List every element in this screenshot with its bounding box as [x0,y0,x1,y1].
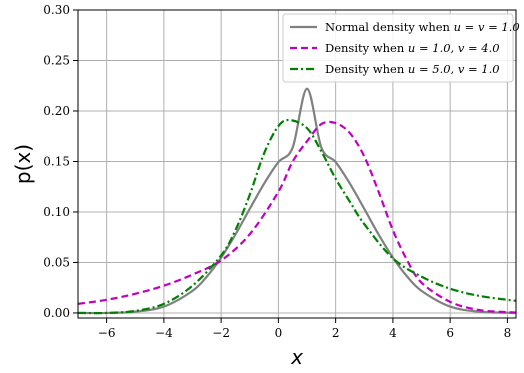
series-line-3 [78,118,516,315]
x-axis-label: x [290,345,303,369]
y-tick-label: 0.25 [43,53,70,67]
series-line-1 [78,87,516,315]
x-tick-label: 0 [275,326,283,340]
legend-label: Density when u = 5.0, v = 1.0 [325,62,500,76]
y-tick-label: 0.30 [43,3,70,17]
series-line-2 [78,120,516,314]
legend-label: Normal density when u = v = 1.0 [325,20,520,34]
plot-frame [77,9,517,319]
x-axis-ticks: −6 −4 −2 0 2 4 6 8 [98,318,511,340]
y-axis-label: p(x) [11,144,35,184]
legend-box [282,13,514,83]
legend: Normal density when u = v = 1.0 Density w… [282,13,520,83]
x-tick-label: −6 [98,326,116,340]
y-tick-label: 0.20 [43,104,70,118]
x-tick-label: 2 [332,326,340,340]
x-tick-label: 6 [446,326,454,340]
legend-label: Density when u = 1.0, v = 4.0 [325,41,500,55]
y-tick-label: 0.00 [43,306,70,320]
x-tick-label: −4 [155,326,173,340]
y-tick-label: 0.10 [43,205,70,219]
y-tick-label: 0.05 [43,255,70,269]
series-layer [78,87,516,315]
x-tick-label: −2 [212,326,230,340]
x-tick-label: 4 [389,326,397,340]
y-tick-label: 0.15 [43,154,70,168]
x-tick-label: 8 [504,326,512,340]
y-axis-ticks: 0.00 0.05 0.10 0.15 0.20 0.25 0.30 [43,3,78,320]
